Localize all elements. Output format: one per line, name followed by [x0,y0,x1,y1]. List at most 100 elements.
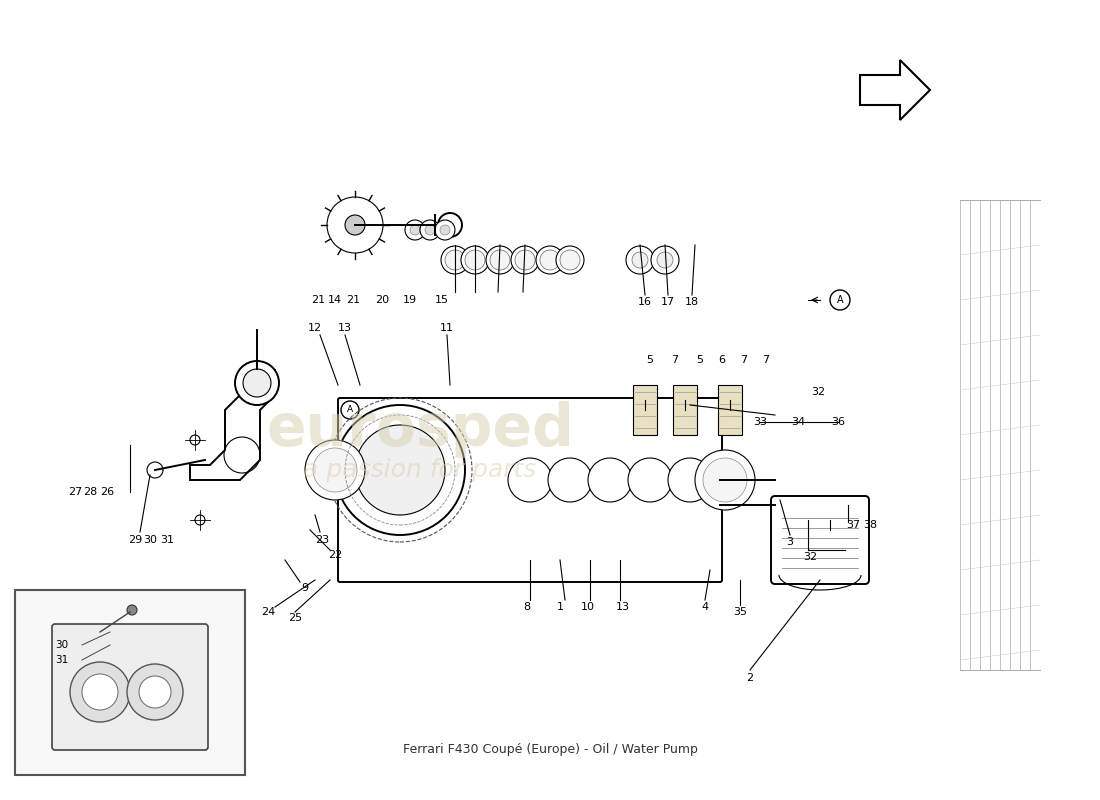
Circle shape [314,448,358,492]
Text: 5: 5 [696,355,704,365]
Circle shape [243,369,271,397]
Circle shape [508,458,552,502]
Text: 13: 13 [338,323,352,333]
Text: 37: 37 [846,520,860,530]
Text: 25: 25 [288,613,302,623]
Text: 7: 7 [740,355,748,365]
Text: 14: 14 [328,295,342,305]
Text: 21: 21 [345,295,360,305]
Circle shape [515,250,535,270]
Text: 27: 27 [68,487,82,497]
Text: 19: 19 [403,295,417,305]
Text: 21: 21 [311,295,326,305]
Circle shape [440,225,450,235]
Polygon shape [190,370,275,480]
Circle shape [560,250,580,270]
Bar [632,385,657,435]
Text: A: A [837,295,844,305]
Circle shape [695,450,755,510]
Circle shape [420,220,440,240]
Circle shape [657,252,673,268]
Circle shape [405,220,425,240]
Text: 30: 30 [55,640,68,650]
Circle shape [327,197,383,253]
Circle shape [588,458,632,502]
Circle shape [126,605,138,615]
Circle shape [434,220,455,240]
Circle shape [195,515,205,525]
Circle shape [632,252,648,268]
Text: 7: 7 [671,355,679,365]
Text: eurosped: eurosped [266,402,574,458]
Circle shape [438,213,462,237]
Text: 24: 24 [261,607,275,617]
Circle shape [703,458,747,502]
Text: 28: 28 [82,487,97,497]
FancyBboxPatch shape [52,624,208,750]
Text: 23: 23 [315,535,329,545]
Circle shape [355,425,446,515]
Circle shape [830,290,850,310]
Circle shape [139,676,170,708]
Text: 36: 36 [830,417,845,427]
FancyBboxPatch shape [771,496,869,584]
Polygon shape [860,60,930,120]
Circle shape [305,440,365,500]
Circle shape [512,246,539,274]
Circle shape [651,246,679,274]
Text: 35: 35 [733,607,747,617]
Text: 1: 1 [557,602,563,612]
Text: 15: 15 [434,295,449,305]
FancyBboxPatch shape [338,398,722,582]
Circle shape [345,215,365,235]
Text: 9: 9 [301,583,309,593]
Text: 10: 10 [581,602,595,612]
Circle shape [190,435,200,445]
Text: 17: 17 [661,297,675,307]
Circle shape [336,405,465,535]
Circle shape [147,462,163,478]
Circle shape [628,458,672,502]
Bar [336,463,360,475]
Text: 3: 3 [786,537,793,547]
Circle shape [425,225,435,235]
Circle shape [540,250,560,270]
Circle shape [70,662,130,722]
Text: 16: 16 [638,297,652,307]
Circle shape [536,246,564,274]
Text: 6: 6 [718,355,726,365]
Circle shape [668,458,712,502]
Text: 11: 11 [440,323,454,333]
Text: 5: 5 [647,355,653,365]
Text: 13: 13 [616,602,630,612]
Text: 2: 2 [747,673,754,683]
Circle shape [441,246,469,274]
Text: 26: 26 [100,487,114,497]
Text: 7: 7 [762,355,770,365]
Text: 33: 33 [754,417,767,427]
Text: 12: 12 [308,323,322,333]
Text: 20: 20 [375,295,389,305]
Circle shape [486,246,514,274]
Circle shape [446,250,465,270]
Text: 30: 30 [143,535,157,545]
Text: Ferrari F430 Coupé (Europe) - Oil / Water Pump: Ferrari F430 Coupé (Europe) - Oil / Wate… [403,743,697,757]
Text: 4: 4 [702,602,708,612]
Text: 34: 34 [791,417,805,427]
Circle shape [410,225,420,235]
Circle shape [341,401,359,419]
Text: 31: 31 [160,535,174,545]
Text: 32: 32 [803,552,817,562]
Circle shape [626,246,654,274]
Text: A: A [346,406,353,414]
Text: 29: 29 [128,535,142,545]
Circle shape [548,458,592,502]
Circle shape [556,246,584,274]
Circle shape [461,246,490,274]
Text: a passion for parts: a passion for parts [304,458,537,482]
Text: 38: 38 [862,520,877,530]
Circle shape [490,250,510,270]
Circle shape [126,664,183,720]
Circle shape [465,250,485,270]
Text: 31: 31 [55,655,68,665]
